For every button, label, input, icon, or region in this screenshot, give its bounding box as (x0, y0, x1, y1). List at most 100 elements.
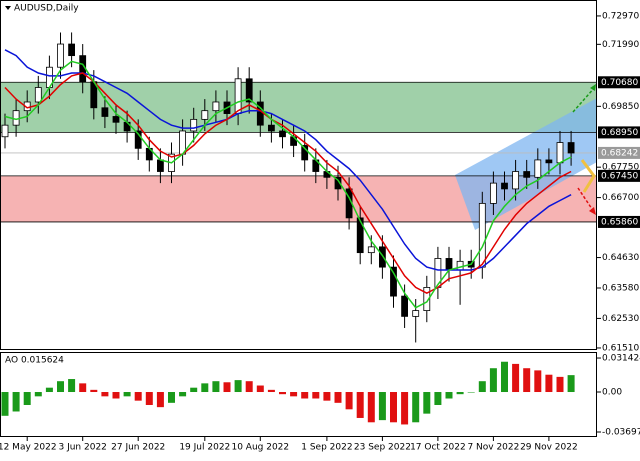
x-tick-label: 10 Aug 2022 (231, 443, 289, 453)
candle-body (101, 107, 109, 117)
ao-bar (68, 379, 76, 393)
candle-body (356, 217, 364, 254)
down-arrow-head (589, 207, 596, 215)
candle-body (245, 78, 253, 103)
zone (1, 82, 597, 133)
candle-body (1, 124, 9, 138)
ao-bar (190, 387, 198, 393)
ao-bar (201, 383, 209, 393)
ao-bar (101, 392, 109, 397)
price-box-label: 0.68950 (601, 128, 638, 138)
candle-body (34, 87, 42, 103)
ao-bar (378, 392, 386, 421)
candle-body (134, 130, 142, 149)
ao-bar (156, 392, 164, 408)
x-tick-label: 1 Sep 2022 (301, 443, 352, 453)
price-box (598, 126, 640, 139)
ao-bar (556, 376, 564, 393)
y-tick-label: 0.63580 (602, 283, 639, 293)
ao-bar (456, 392, 464, 395)
candle-body (478, 202, 486, 268)
candle-body (234, 78, 242, 114)
candle-body (567, 142, 575, 154)
ao-bar (489, 368, 497, 393)
candle-body (390, 266, 397, 297)
price-box-label: 0.67450 (601, 171, 638, 181)
ao-bar (367, 392, 375, 423)
y-tick-label: 0.62530 (602, 314, 639, 324)
ao-bar (23, 392, 31, 405)
x-tick-label: 19 Jul 2022 (179, 443, 230, 453)
ao-bar (290, 392, 298, 397)
ao-bar (45, 387, 53, 393)
ao-bar (234, 380, 242, 393)
ao-bar (412, 392, 420, 423)
candle-body (545, 159, 553, 164)
up-arrow-head (590, 84, 596, 91)
ao-bar (267, 389, 275, 393)
candle-body (423, 287, 431, 311)
ao-bar (445, 392, 453, 399)
ao-bar (79, 383, 87, 393)
ao-bar (567, 375, 575, 393)
candle-body (523, 171, 531, 178)
ao-bar (467, 392, 475, 393)
x-tick-label: 23 Sep 2022 (354, 443, 411, 453)
ao-title: AO 0.015624 (5, 356, 64, 366)
ao-bar (501, 361, 508, 393)
ao-bar (256, 385, 264, 393)
ao-bar (545, 374, 553, 393)
y-tick-label: 0.66700 (602, 193, 639, 203)
ao-bar (212, 381, 220, 393)
ao-bar (134, 392, 142, 401)
ao-bar (245, 381, 253, 393)
candle-body (156, 159, 164, 172)
y-tick-label: -0.036973 (602, 427, 640, 437)
ao-bar (223, 382, 231, 393)
ao-bar (57, 381, 64, 393)
candle-body (434, 258, 442, 288)
candle-body (501, 182, 508, 190)
x-tick-label: 12 May 2022 (0, 443, 57, 453)
ao-bar (534, 370, 542, 393)
y-tick-label: 0.00 (602, 388, 622, 398)
ao-bar (434, 392, 442, 405)
candle-body (12, 110, 20, 126)
y-tick-label: 0.67750 (602, 163, 639, 173)
candle-body (279, 130, 286, 138)
y-tick-label: 0.72970 (602, 11, 639, 21)
candle-body (334, 176, 342, 190)
price-box (598, 169, 640, 182)
candle-body (190, 118, 198, 132)
ao-frame (0, 352, 597, 437)
chart-title: AUDUSD,Daily (14, 4, 79, 14)
ao-bar (512, 363, 520, 393)
ao-bar (523, 368, 531, 393)
x-tick-label: 17 Oct 2022 (410, 443, 466, 453)
candle-body (512, 171, 519, 190)
ao-bar (390, 392, 397, 423)
ao-bar (123, 392, 131, 397)
ao-bar (145, 392, 153, 405)
candle-body (68, 43, 75, 57)
ao-bar (90, 389, 98, 393)
ao-bar (312, 392, 320, 399)
candle-body (57, 43, 64, 68)
candle-body (112, 116, 120, 123)
ao-bar (301, 392, 309, 399)
candle-body (401, 295, 409, 317)
title-icon (5, 6, 11, 10)
ao-bar (12, 392, 20, 412)
price-box (598, 146, 640, 159)
price-box-label: 0.68242 (601, 148, 638, 158)
ao-bar (279, 392, 286, 395)
x-tick-label: 27 Jun 2022 (111, 443, 165, 453)
ao-bar (345, 392, 353, 410)
price-box (598, 76, 640, 89)
ao-bar (179, 392, 187, 397)
y-tick-label: 0.031424 (602, 354, 640, 364)
candle-body (456, 260, 464, 271)
